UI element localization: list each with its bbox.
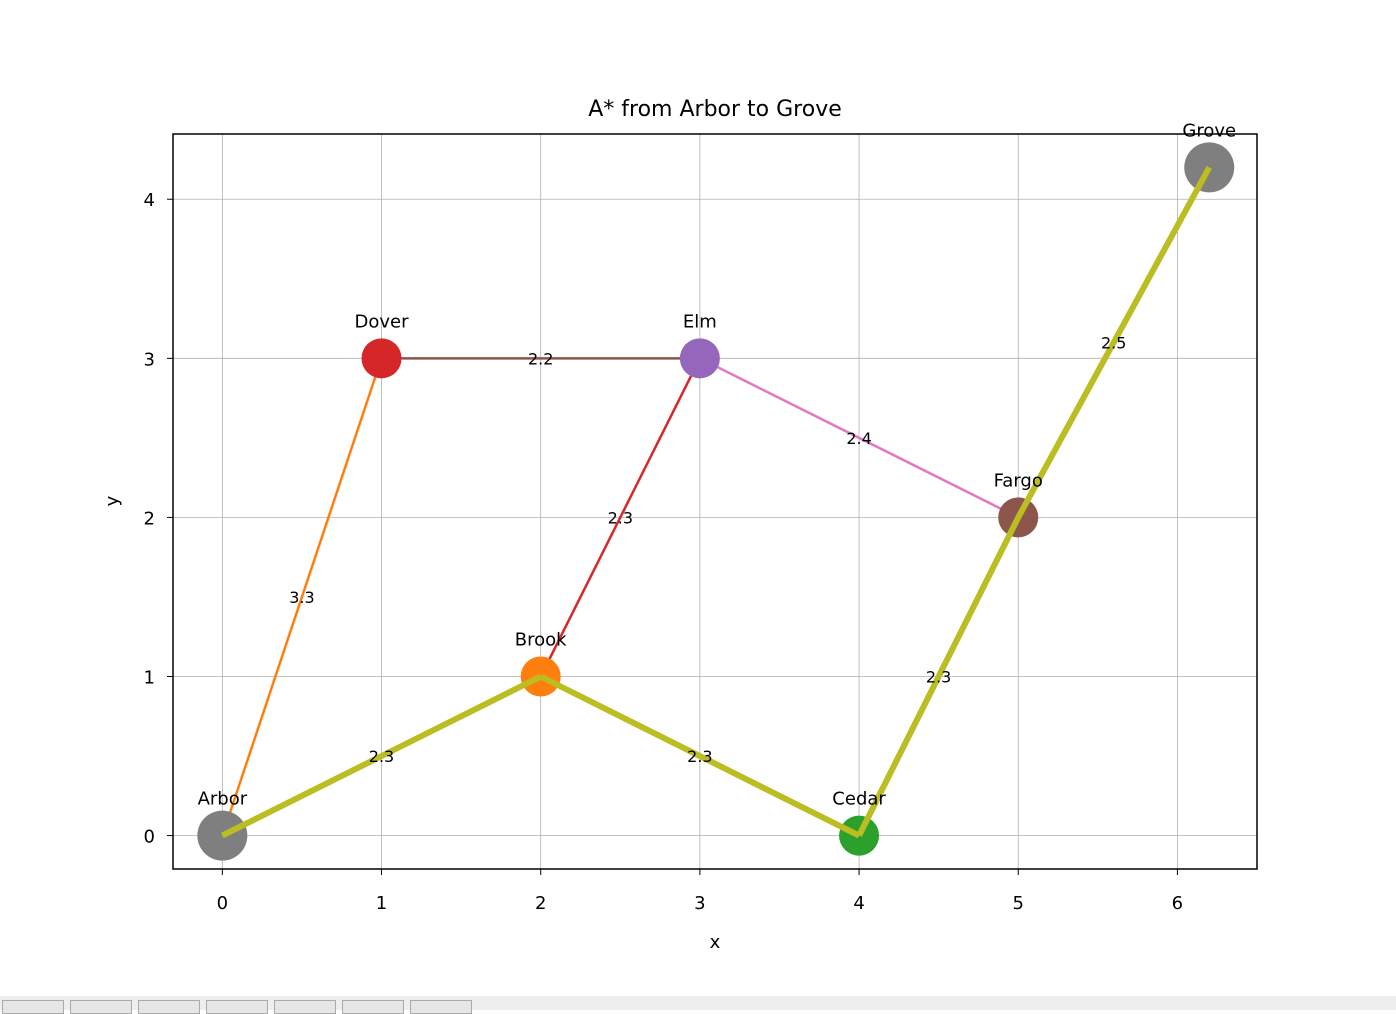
path-edge-brook-cedar [539,673,861,839]
y-tick-label: 1 [144,668,155,689]
x-tick-label: 5 [1013,893,1024,914]
y-tick-label: 0 [144,827,155,848]
node-elm [679,338,720,379]
edge-weight-label: 2.5 [1101,333,1126,352]
plot-frame [172,133,1258,870]
node-label: Grove [1182,120,1236,141]
edge-weight-label: 2.3 [608,508,633,527]
y-axis-label: y [102,495,123,506]
node-label: Fargo [994,470,1043,491]
edge-weight-label: 3.3 [289,588,314,607]
y-tick-label: 2 [144,508,155,529]
node-label: Elm [683,311,717,332]
x-tick-label: 2 [535,893,546,914]
edge-weight-label: 2.2 [528,349,553,368]
edge-weight-label: 2.3 [687,747,712,766]
path-edge-arbor-brook [221,673,543,839]
toolbar-button[interactable] [342,1000,404,1014]
edge-weight-label: 2.3 [926,668,951,687]
edge-weight-label: 2.3 [369,747,394,766]
toolbar-button[interactable] [410,1000,472,1014]
node-label: Dover [355,311,410,332]
node-label: Cedar [832,789,886,810]
toolbar-button[interactable] [70,1000,132,1014]
y-tick-label: 3 [144,349,155,370]
path-edge-cedar-fargo [856,516,1021,837]
x-tick-label: 1 [376,893,387,914]
toolbar-button[interactable] [206,1000,268,1014]
x-tick-label: 0 [217,893,228,914]
node-dover [361,338,402,379]
edge-brook-elm [539,357,701,678]
edge-weight-label: 2.4 [846,429,871,448]
figure-toolbar [0,996,1396,1014]
toolbar-button[interactable] [274,1000,336,1014]
y-tick-label: 4 [144,190,155,211]
x-tick-label: 6 [1172,893,1183,914]
node-label: Brook [515,630,567,651]
toolbar-button[interactable] [138,1000,200,1014]
toolbar-button[interactable] [2,1000,64,1014]
chart-title: A* from Arbor to Grove [588,97,842,122]
edge-arbor-dover [221,357,383,836]
node-label: Arbor [198,789,248,810]
x-axis-label: x [710,932,721,953]
x-tick-label: 3 [694,893,705,914]
edge-elm-fargo [699,357,1019,519]
path-edge-fargo-grove [1015,165,1212,519]
x-tick-label: 4 [853,893,864,914]
